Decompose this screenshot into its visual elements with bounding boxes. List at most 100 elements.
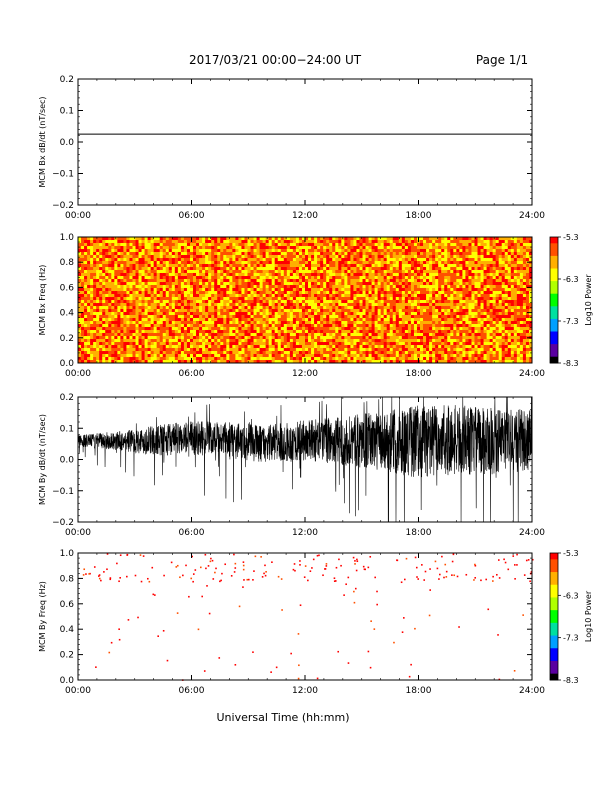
spectrogram-cell bbox=[383, 345, 388, 349]
spectrogram-cell bbox=[362, 243, 366, 247]
spectrogram-cell bbox=[289, 306, 294, 310]
spectrogram-cell bbox=[202, 351, 206, 355]
spectrogram-cell bbox=[259, 357, 264, 361]
spectrogram-cell bbox=[220, 252, 224, 256]
spectrogram-cell bbox=[277, 270, 282, 274]
spectrogram-cell bbox=[329, 240, 333, 244]
spectrogram-cell bbox=[193, 270, 197, 274]
spectrogram-cell bbox=[171, 237, 176, 241]
spectrogram-cell bbox=[223, 360, 227, 364]
spectrogram-cell bbox=[359, 276, 363, 280]
spectrogram-cell bbox=[398, 312, 403, 316]
spectrogram-cell bbox=[404, 285, 409, 289]
spectrogram-cell bbox=[135, 270, 139, 274]
spectrogram-cell bbox=[186, 237, 191, 241]
spectrogram-cell bbox=[156, 360, 161, 364]
spectrogram-cell bbox=[344, 294, 348, 298]
spectrogram-cell bbox=[332, 300, 336, 304]
spectrogram-cell bbox=[259, 240, 264, 244]
spectrogram-cell bbox=[105, 297, 109, 301]
spectrogram-cell bbox=[413, 300, 418, 304]
spectrogram-cell bbox=[120, 324, 124, 328]
spectrogram-cell bbox=[271, 342, 276, 346]
spectrogram-cell bbox=[350, 333, 354, 337]
spectrogram-cell bbox=[426, 246, 430, 250]
spectrogram-cell bbox=[177, 276, 182, 280]
spectrogram-cell bbox=[153, 357, 158, 361]
spectrogram-cell bbox=[144, 348, 149, 352]
spectrogram-cell bbox=[108, 333, 112, 337]
spectrogram-cell bbox=[301, 285, 306, 289]
spectrogram-cell bbox=[108, 243, 112, 247]
spectrogram-cell bbox=[268, 348, 273, 352]
spectrogram-cell bbox=[141, 360, 145, 364]
spectrogram-cell bbox=[292, 357, 297, 361]
spectrogram-cell bbox=[404, 288, 409, 292]
spectrogram-cell bbox=[174, 309, 179, 313]
spectrogram-cell bbox=[413, 276, 418, 280]
spectrogram-cell bbox=[214, 321, 218, 325]
spectrogram-cell bbox=[126, 351, 130, 355]
spectrogram-cell bbox=[81, 267, 85, 271]
spectrogram-cell bbox=[162, 294, 167, 298]
spectrogram-cell bbox=[398, 330, 403, 334]
spectrogram-cell bbox=[220, 243, 224, 247]
spectrogram-cell bbox=[380, 306, 385, 310]
spectrogram-cell bbox=[244, 264, 248, 268]
spectrogram-cell bbox=[259, 243, 264, 247]
spectrogram-cell bbox=[105, 300, 109, 304]
spectrogram-cell bbox=[359, 237, 363, 241]
spectrogram-cell bbox=[268, 267, 273, 271]
spectrogram-cell bbox=[274, 315, 279, 319]
spectrogram-cell bbox=[180, 309, 185, 313]
spectrogram-cell bbox=[183, 339, 188, 343]
spectrogram-cell bbox=[335, 276, 339, 280]
spectrogram-cell bbox=[308, 273, 312, 277]
spectrogram-cell bbox=[320, 336, 324, 340]
spectrogram-cell bbox=[153, 327, 158, 331]
spectrogram-cell bbox=[326, 321, 330, 325]
spectrogram-cell bbox=[186, 342, 191, 346]
spectrogram-cell bbox=[280, 294, 285, 298]
spectrogram-cell bbox=[395, 273, 400, 277]
spectrogram-cell bbox=[420, 324, 424, 328]
spectrogram-cell bbox=[416, 324, 421, 328]
spectrogram-cell bbox=[362, 249, 366, 253]
spectrogram-cell bbox=[407, 333, 412, 337]
spectrogram-cell bbox=[395, 348, 400, 352]
spectrogram-cell bbox=[423, 255, 427, 259]
spectrogram-cell bbox=[205, 309, 209, 313]
spectrogram-cell bbox=[289, 258, 294, 262]
spectrogram-cell bbox=[268, 339, 273, 343]
spectrogram-cell bbox=[120, 288, 124, 292]
spectrogram-cell bbox=[423, 282, 427, 286]
spectrogram-cell bbox=[183, 240, 188, 244]
spectrogram-cell bbox=[374, 345, 379, 349]
spectrogram-cell bbox=[132, 261, 136, 265]
spectrogram-cell bbox=[268, 297, 273, 301]
spectrogram-cell bbox=[362, 252, 366, 256]
spectrogram-cell bbox=[410, 300, 415, 304]
spectrogram-cell bbox=[220, 351, 224, 355]
spectrogram-cell bbox=[138, 303, 142, 307]
spectrogram-cell bbox=[226, 318, 230, 322]
spectrogram-cell bbox=[180, 249, 185, 253]
spectrogram-cell bbox=[404, 339, 409, 343]
spectrogram-cell bbox=[389, 321, 394, 325]
spectrogram-cell bbox=[129, 348, 133, 352]
spectrogram-cell bbox=[359, 243, 363, 247]
spectrogram-cell bbox=[238, 297, 242, 301]
spectrogram-cell bbox=[193, 297, 197, 301]
spectrogram-cell bbox=[150, 261, 155, 265]
spectrogram-cell bbox=[386, 324, 391, 328]
spectrogram-cell bbox=[356, 342, 360, 346]
spectrogram-cell bbox=[335, 285, 339, 289]
spectrogram-cell bbox=[305, 237, 309, 241]
spectrogram-cell bbox=[423, 264, 427, 268]
spectrogram-cell bbox=[159, 258, 164, 262]
spectrogram-cell bbox=[232, 354, 236, 358]
spectrogram-cell bbox=[386, 237, 391, 241]
spectrogram-cell bbox=[353, 288, 357, 292]
spectrogram-cell bbox=[189, 348, 194, 352]
spectrogram-cell bbox=[189, 246, 194, 250]
